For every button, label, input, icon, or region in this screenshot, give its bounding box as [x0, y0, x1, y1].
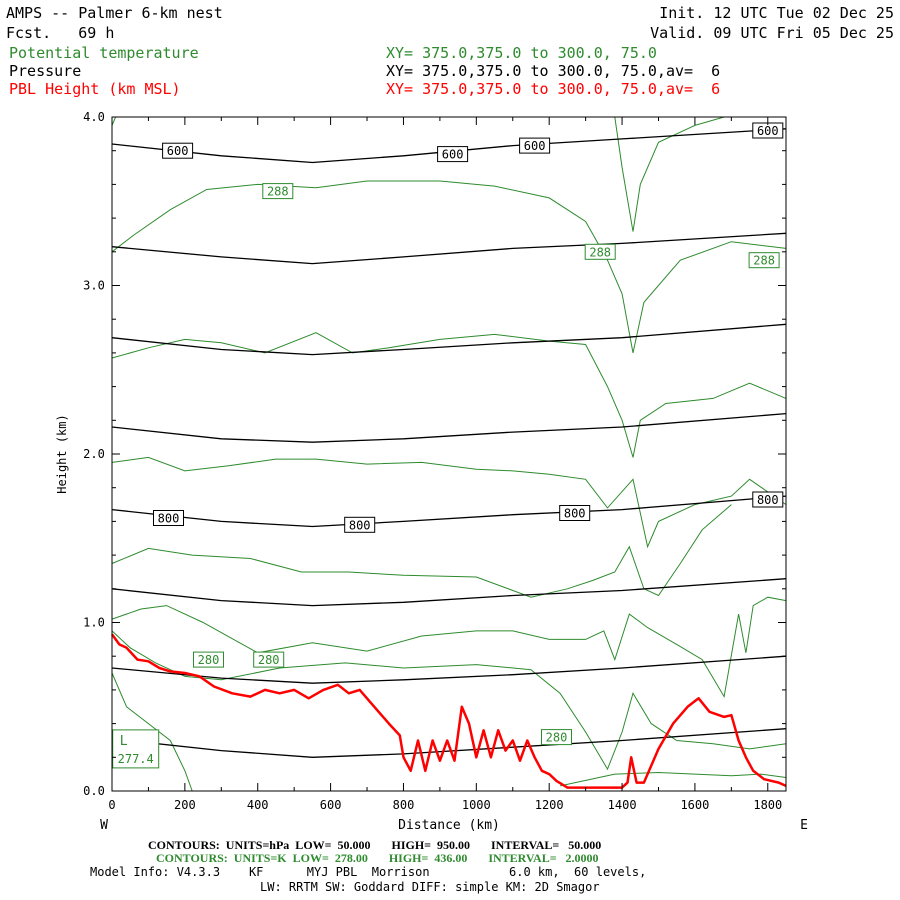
- theta-contour-label: 280: [198, 653, 220, 667]
- pressure-contour-label: 600: [442, 148, 464, 162]
- x-tick-label: 1200: [535, 798, 564, 812]
- x-tick-label: 1000: [462, 798, 491, 812]
- x-tick-label: 1800: [753, 798, 782, 812]
- pressure-contour-label: 800: [757, 493, 779, 507]
- field-theta-name: Potential temperature: [9, 44, 199, 62]
- pressure-contour-label-box: [519, 137, 551, 154]
- footer-physics: LW: RRTM SW: Goddard DIFF: simple KM: 2D…: [260, 880, 600, 894]
- theta-contour-label: 288: [589, 245, 611, 259]
- theta-contour-label-box: [541, 729, 572, 746]
- y-tick-label: 2.0: [83, 447, 105, 461]
- pressure-contour-label: 600: [524, 139, 546, 153]
- theta-minimum-box: [112, 729, 160, 769]
- x-tick-label: 600: [320, 798, 342, 812]
- pressure-contour-label-box: [162, 142, 194, 159]
- pressure-contour-line: [111, 128, 787, 164]
- pressure-contour-line: [111, 495, 787, 528]
- pbl-height-line: [110, 633, 787, 789]
- chart-title: AMPS -- Palmer 6-km nest: [6, 4, 223, 22]
- theta-contour-label-box: [253, 651, 285, 668]
- x-tick-label: 400: [247, 798, 269, 812]
- theta-contour-line: [111, 116, 117, 126]
- pressure-contour-label: 800: [158, 512, 180, 526]
- y-tick-label: 0.0: [83, 784, 105, 798]
- theta-contour-label-box: [584, 243, 616, 260]
- theta-contour-line: [111, 596, 787, 699]
- x-tick-label: 1400: [608, 798, 637, 812]
- field-theta-xy: XY= 375.0,375.0 to 300.0, 75.0: [386, 44, 657, 62]
- theta-contour-label-box: [748, 252, 780, 269]
- theta-contour-line: [111, 672, 193, 792]
- pressure-contour-line: [111, 655, 787, 684]
- y-tick-label: 4.0: [83, 110, 105, 124]
- footer-theta-contours: CONTOURS: UNITS=K LOW= 278.00 HIGH= 436.…: [156, 851, 599, 865]
- pressure-contour-label: 600: [167, 144, 189, 158]
- forecast-hour: Fcst. 69 h: [6, 24, 115, 42]
- pressure-contour-label-box: [153, 510, 184, 526]
- theta-contour-label: 280: [258, 653, 280, 667]
- x-tick-label: 800: [393, 798, 415, 812]
- x-end-label-west: W: [100, 818, 108, 833]
- theta-contour-line: [111, 630, 787, 771]
- init-time: Init. 12 UTC Tue 02 Dec 25: [659, 4, 894, 22]
- theta-contour-line: [111, 456, 787, 549]
- pressure-contour-label-box: [752, 491, 784, 508]
- theta-contour-line: [111, 504, 732, 598]
- pressure-contour-line: [111, 578, 787, 607]
- theta-minimum-mark: L: [120, 734, 128, 749]
- x-end-label-east: E: [800, 818, 808, 833]
- axes: 0 200 400 600 800 1000 1200 1400 1600 1800 0.0 1.0 2…: [83, 110, 786, 812]
- theta-contour-label: 288: [267, 185, 289, 199]
- theta-contour-line: [614, 116, 725, 232]
- pressure-contour-label: 800: [564, 507, 586, 521]
- pressure-contour-label-box: [344, 516, 376, 533]
- x-axis-label: Distance (km): [398, 818, 500, 833]
- pressure-contour-label: 600: [757, 124, 779, 138]
- theta-contours: [111, 116, 787, 792]
- footer-model-info: Model Info: V4.3.3 KF MYJ PBL Morrison 6…: [90, 865, 647, 879]
- pressure-contour-label-box: [437, 146, 469, 163]
- theta-contour-label: 288: [753, 254, 775, 268]
- theta-contour-label-box: [193, 651, 224, 668]
- pbl-height-series: [110, 633, 787, 789]
- pressure-contour-line: [111, 412, 787, 443]
- x-tick-label: 1600: [680, 798, 709, 812]
- theta-minimum-value: 277.4: [118, 752, 154, 766]
- theta-contour-label: 280: [546, 731, 568, 745]
- footer-pressure-contours: CONTOURS: UNITS=hPa LOW= 50.000 HIGH= 95…: [148, 838, 602, 852]
- field-pbl-xy: XY= 375.0,375.0 to 300.0, 75.0,av= 6: [386, 80, 721, 98]
- theta-contour-line: [559, 771, 787, 787]
- field-pbl-name: PBL Height (km MSL): [9, 80, 181, 98]
- x-tick-label: 0: [108, 798, 115, 812]
- contour-labels: 600 600 600 600 800 800 800 800 288 288 288 280 280 2…: [112, 122, 784, 769]
- plot-frame: [111, 116, 787, 792]
- valid-time: Valid. 09 UTC Fri 05 Dec 25: [650, 24, 894, 42]
- y-tick-label: 3.0: [83, 279, 105, 293]
- pressure-contour-line: [111, 323, 787, 356]
- y-tick-label: 1.0: [83, 616, 105, 630]
- field-pressure-xy: XY= 375.0,375.0 to 300.0, 75.0,av= 6: [386, 62, 721, 80]
- y-axis-label: Height (km): [55, 414, 69, 493]
- pressure-contour-label-box: [559, 505, 591, 521]
- theta-contour-line: [111, 332, 787, 458]
- pressure-contour-label: 800: [349, 518, 371, 532]
- pressure-contour-line: [111, 232, 787, 265]
- theta-contour-line: [731, 241, 787, 249]
- theta-contour-line: [111, 180, 732, 354]
- x-tick-label: 200: [174, 798, 196, 812]
- field-pressure-name: Pressure: [9, 62, 82, 80]
- theta-contour-label-box: [262, 183, 294, 200]
